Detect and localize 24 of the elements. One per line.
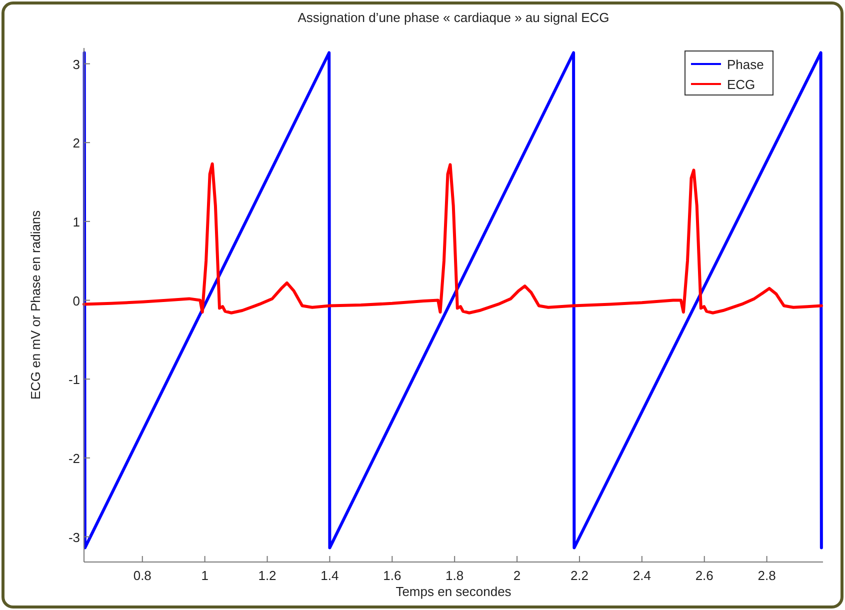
- legend-label: Phase: [727, 57, 764, 72]
- y-tick-label: -3: [68, 530, 80, 545]
- x-tick-label: 1: [201, 568, 208, 583]
- x-axis-title: Temps en secondes: [396, 584, 512, 599]
- x-tick-label: 1.2: [258, 568, 276, 583]
- line-series: [82, 162, 823, 314]
- x-tick-label: 2.8: [758, 568, 776, 583]
- x-tick-label: 0.8: [133, 568, 152, 583]
- x-tick-label: 2: [513, 568, 521, 583]
- y-tick-label: 3: [72, 56, 80, 72]
- x-tick-label: 2.2: [570, 568, 589, 583]
- y-tick-label: 1: [72, 214, 80, 230]
- x-tick-label: 1.4: [320, 568, 339, 583]
- legend-label: ECG: [727, 77, 756, 92]
- x-tick-label: 2.4: [632, 568, 651, 583]
- x-tick-label: 1.8: [446, 568, 464, 583]
- y-tick-label: 0: [72, 293, 80, 308]
- x-tick-label: 1.6: [383, 568, 402, 583]
- y-tick-label: 2: [72, 136, 80, 151]
- chart-title: Assignation d’une phase « cardiaque » au signal ECG: [298, 10, 610, 25]
- y-tick-label: -2: [68, 450, 80, 466]
- y-tick-label: -1: [68, 372, 80, 388]
- x-tick-label: 2.6: [695, 568, 714, 583]
- y-axis-title: ECG en mV or Phase en radians: [28, 210, 43, 400]
